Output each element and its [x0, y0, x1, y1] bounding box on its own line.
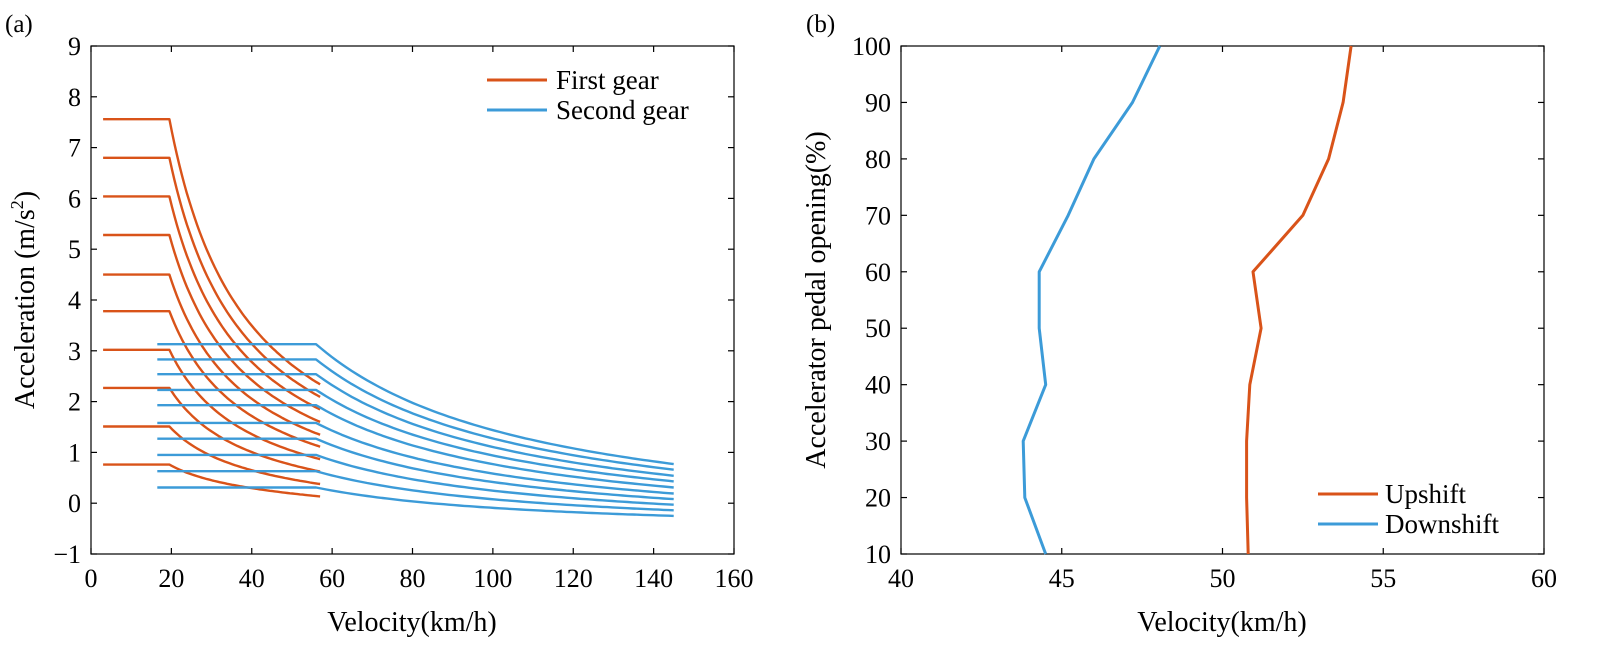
- chart-b-series: [1021, 45, 1353, 555]
- y-tick-label: 100: [852, 32, 891, 61]
- legend-label-upshift: Upshift: [1385, 479, 1466, 509]
- x-tick-label: 40: [239, 564, 265, 593]
- y-tick-label: 80: [865, 145, 891, 174]
- y-tick-label: 0: [68, 489, 81, 518]
- upshift-line: [1245, 45, 1353, 555]
- y-tick-label: 30: [865, 427, 891, 456]
- x-tick-label: 60: [1531, 564, 1557, 593]
- chart-b-ylabel: Accelerator pedal opening(%): [801, 131, 832, 468]
- chart-b-axes-box: [900, 45, 1545, 555]
- first-gear-line: [103, 118, 321, 386]
- first-gear-line: [103, 233, 321, 423]
- panel-label-b: (b): [806, 11, 835, 38]
- second-gear-line: [157, 421, 674, 495]
- x-tick-label: 140: [634, 564, 673, 593]
- legend-label-second-gear: Second gear: [556, 95, 689, 125]
- second-gear-line: [157, 404, 674, 489]
- y-tick-label: −1: [53, 540, 81, 569]
- x-tick-label: 55: [1370, 564, 1396, 593]
- y-tick-label: 90: [865, 88, 891, 117]
- second-gear-line: [157, 373, 674, 477]
- x-tick-label: 50: [1210, 564, 1236, 593]
- x-tick-label: 100: [473, 564, 512, 593]
- y-tick-label: 1: [68, 438, 81, 467]
- x-tick-label: 0: [85, 564, 98, 593]
- first-gear-line: [103, 310, 321, 448]
- first-gear-line: [103, 386, 321, 473]
- x-tick-label: 160: [715, 564, 754, 593]
- y-tick-label: 50: [865, 314, 891, 343]
- y-tick-label: 7: [68, 134, 81, 163]
- x-tick-label: 45: [1049, 564, 1075, 593]
- chart-b: 40 45 50 55 60 10 20 30 40 50 60 70 80 90 100 Velocity…: [801, 32, 1557, 638]
- y-tick-label: 3: [68, 337, 81, 366]
- x-tick-label: 80: [400, 564, 426, 593]
- y-tick-label: 20: [865, 484, 891, 513]
- chart-b-legend: Upshift Downshift: [1318, 479, 1499, 539]
- first-gear-line: [103, 348, 321, 461]
- panel-label-a: (a): [5, 11, 33, 38]
- chart-b-ticks: 40 45 50 55 60 10 20 30 40 50 60 70 80 90 100: [852, 32, 1557, 593]
- legend-label-first-gear: First gear: [556, 65, 659, 95]
- x-tick-label: 60: [319, 564, 345, 593]
- downshift-line: [1021, 45, 1162, 555]
- second-gear-line: [157, 437, 674, 501]
- chart-b-xlabel: Velocity(km/h): [1137, 607, 1307, 638]
- first-gear-line: [103, 195, 321, 411]
- first-gear-line: [103, 156, 321, 398]
- x-tick-label: 120: [554, 564, 593, 593]
- y-tick-label: 9: [68, 32, 81, 61]
- chart-a-xlabel: Velocity(km/h): [327, 607, 497, 638]
- first-gear-line: [103, 425, 321, 486]
- chart-a-ylabel: Acceleration (m/s2): [7, 191, 41, 409]
- x-tick-label: 40: [888, 564, 914, 593]
- second-gear-line: [157, 358, 674, 471]
- y-tick-label: 60: [865, 258, 891, 287]
- y-tick-label: 5: [68, 235, 81, 264]
- second-gear-line: [157, 486, 674, 518]
- chart-a-legend: First gear Second gear: [487, 65, 689, 125]
- y-tick-label: 6: [68, 184, 81, 213]
- y-tick-label: 10: [865, 540, 891, 569]
- first-gear-line: [103, 273, 321, 436]
- second-gear-line: [157, 453, 674, 506]
- y-tick-label: 40: [865, 371, 891, 400]
- y-tick-label: 4: [68, 286, 81, 315]
- y-tick-label: 2: [68, 388, 81, 417]
- second-gear-line: [157, 343, 674, 466]
- y-tick-label: 70: [865, 201, 891, 230]
- legend-label-downshift: Downshift: [1385, 509, 1499, 539]
- y-tick-label: 8: [68, 83, 81, 112]
- x-tick-label: 20: [158, 564, 184, 593]
- second-gear-line: [157, 388, 674, 483]
- chart-a-series: [103, 118, 674, 518]
- first-gear-line: [103, 463, 321, 498]
- second-gear-line: [157, 470, 674, 512]
